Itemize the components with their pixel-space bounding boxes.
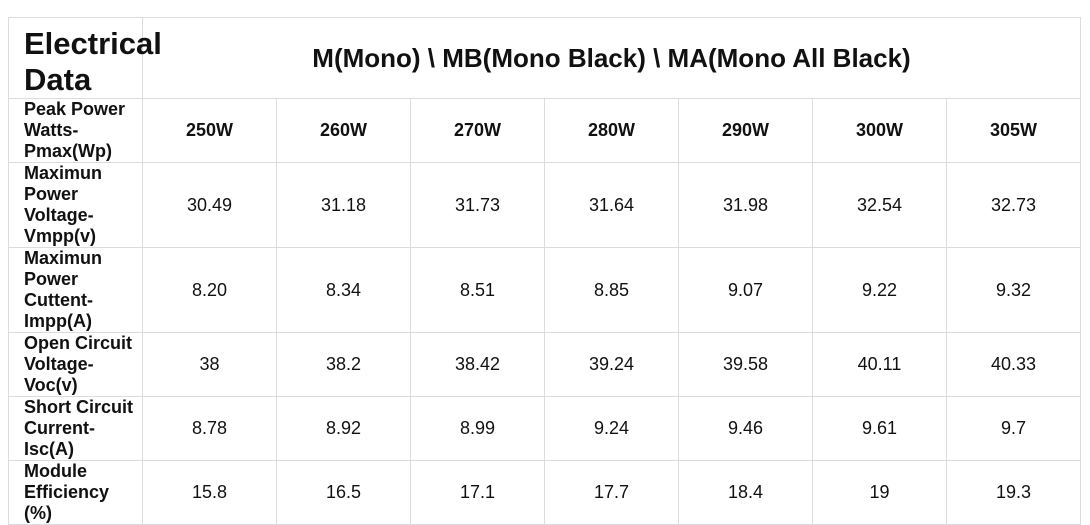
cell-value: 18.4 (678, 460, 813, 525)
cell-value: 290W (678, 98, 813, 163)
cell-value: 300W (812, 98, 947, 163)
cell-value: 8.85 (544, 247, 679, 333)
table-row: Maximun Power Voltage-Vmpp(v) 30.49 31.18 3… (8, 162, 1081, 248)
cell-value: 19.3 (946, 460, 1081, 525)
cell-value: 9.24 (544, 396, 679, 461)
cell-value: 32.73 (946, 162, 1081, 248)
row-label: Peak Power Watts-Pmax(Wp) (8, 98, 143, 163)
cell-value: 31.64 (544, 162, 679, 248)
cell-value: 8.34 (276, 247, 411, 333)
table-row: Peak Power Watts-Pmax(Wp) 250W 260W 270W 280… (8, 98, 1081, 163)
cell-value: 15.8 (142, 460, 277, 525)
cell-value: 40.33 (946, 332, 1081, 397)
cell-value: 39.24 (544, 332, 679, 397)
cell-value: 38.42 (410, 332, 545, 397)
cell-value: 8.99 (410, 396, 545, 461)
cell-value: 280W (544, 98, 679, 163)
cell-value: 39.58 (678, 332, 813, 397)
cell-value: 305W (946, 98, 1081, 163)
cell-value: 17.1 (410, 460, 545, 525)
table-row: Short Circuit Current-Isc(A) 8.78 8.92 8.99… (8, 396, 1081, 461)
row-label: Maximun Power Cuttent-Impp(A) (8, 247, 143, 333)
cell-value: 19 (812, 460, 947, 525)
cell-value: 8.51 (410, 247, 545, 333)
page: Electrical Data M(Mono) \ MB(Mono Black)… (8, 17, 1081, 525)
cell-value: 8.92 (276, 396, 411, 461)
table-row: Open Circuit Voltage-Voc(v) 38 38.2 38.42 39… (8, 332, 1081, 397)
cell-value: 38.2 (276, 332, 411, 397)
cell-value: 250W (142, 98, 277, 163)
table-row: Maximun Power Cuttent-Impp(A) 8.20 8.34 8.5… (8, 247, 1081, 333)
cell-value: 9.7 (946, 396, 1081, 461)
cell-value: 16.5 (276, 460, 411, 525)
group-header: M(Mono) \ MB(Mono Black) \ MA(Mono All B… (142, 17, 1081, 99)
table-body: Electrical Data M(Mono) \ MB(Mono Black)… (8, 17, 1081, 525)
table-title: Electrical Data (8, 17, 162, 99)
cell-value: 17.7 (544, 460, 679, 525)
cell-value: 9.07 (678, 247, 813, 333)
row-label: Module Efficiency (%) (8, 460, 143, 525)
row-label: Short Circuit Current-Isc(A) (8, 396, 143, 461)
cell-value: 40.11 (812, 332, 947, 397)
cell-value: 31.73 (410, 162, 545, 248)
cell-value: 270W (410, 98, 545, 163)
table-row: Module Efficiency (%) 15.8 16.5 17.1 17.7 18.… (8, 460, 1081, 525)
cell-value: 38 (142, 332, 277, 397)
cell-value: 32.54 (812, 162, 947, 248)
cell-value: 31.18 (276, 162, 411, 248)
row-label: Open Circuit Voltage-Voc(v) (8, 332, 143, 397)
cell-value: 9.46 (678, 396, 813, 461)
cell-value: 260W (276, 98, 411, 163)
cell-value: 9.32 (946, 247, 1081, 333)
cell-value: 31.98 (678, 162, 813, 248)
cell-value: 8.20 (142, 247, 277, 333)
electrical-table: Electrical Data M(Mono) \ MB(Mono Black)… (8, 17, 1081, 525)
cell-value: 9.22 (812, 247, 947, 333)
row-label: Maximun Power Voltage-Vmpp(v) (8, 162, 143, 248)
cell-value: 8.78 (142, 396, 277, 461)
cell-value: 9.61 (812, 396, 947, 461)
cell-value: 30.49 (142, 162, 277, 248)
header-row: Electrical Data M(Mono) \ MB(Mono Black)… (8, 17, 1081, 99)
